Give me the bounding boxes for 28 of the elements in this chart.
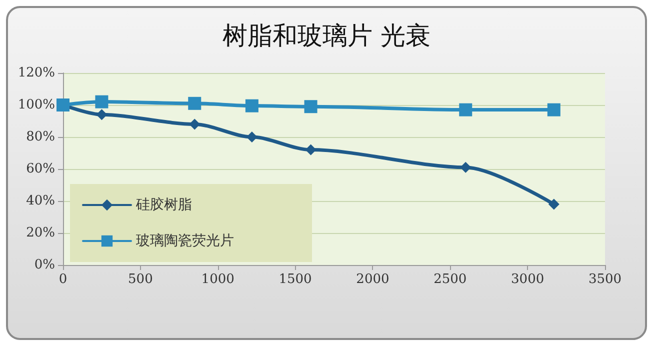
y-tick-label: 80% xyxy=(26,130,55,144)
y-tick-label: 40% xyxy=(26,194,55,208)
point xyxy=(460,162,472,173)
point xyxy=(245,99,258,112)
x-tick-label: 2500 xyxy=(434,272,467,287)
point xyxy=(95,95,108,108)
y-tick-label: 0% xyxy=(34,258,55,272)
y-tick-label: 120% xyxy=(18,66,55,80)
y-tick-label: 60% xyxy=(26,162,55,176)
point xyxy=(305,144,316,156)
chart-title: 树脂和玻璃片 光衰 xyxy=(222,21,430,50)
point xyxy=(189,118,200,130)
point xyxy=(188,96,202,110)
legend-label: 玻璃陶瓷荧光片 xyxy=(136,233,234,249)
point xyxy=(459,103,472,116)
point xyxy=(547,103,560,116)
x-tick-label: 1500 xyxy=(278,272,312,287)
point xyxy=(548,198,560,210)
x-tick-label: 1000 xyxy=(201,272,234,287)
point xyxy=(304,100,318,114)
x-tick-label: 500 xyxy=(128,272,153,287)
x-tick-label: 2000 xyxy=(356,272,390,287)
y-tick-label: 20% xyxy=(26,226,55,240)
legend-label: 硅胶树脂 xyxy=(135,197,192,213)
x-tick-label: 3500 xyxy=(588,272,622,287)
y-tick-label: 100% xyxy=(18,98,55,112)
x-tick-label: 3000 xyxy=(511,272,544,287)
x-tick-label: 0 xyxy=(58,272,68,287)
